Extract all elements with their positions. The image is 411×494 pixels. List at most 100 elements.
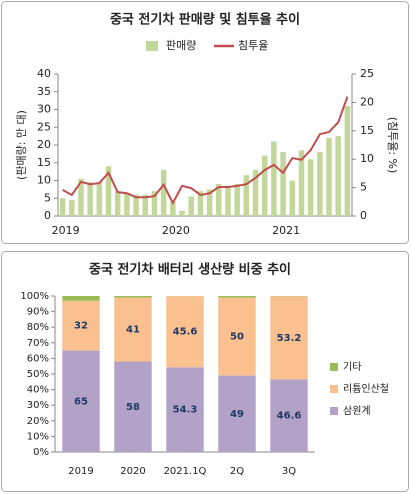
y-tick-label: 90% — [27, 307, 49, 318]
y-tick-label: 30% — [27, 400, 49, 411]
bar — [307, 159, 314, 216]
legend-swatch — [330, 385, 338, 393]
data-label: 49 — [230, 409, 244, 420]
x-tick-label: 2020 — [162, 224, 190, 237]
y-tick-label: 80% — [27, 322, 49, 333]
y2-tick-label: 10 — [360, 152, 374, 165]
chart-panel: 중국 전기차 판매량 및 침투율 추이 0 5 10 15 20 25 30 35 40 0 5 10 1… — [1, 1, 409, 244]
bar — [298, 150, 305, 216]
legend-label: 리튬인산철 — [343, 383, 389, 395]
y-tick-label: 70% — [27, 338, 49, 349]
data-label: 41 — [126, 325, 140, 336]
bar — [326, 137, 332, 216]
legend-swatch — [330, 407, 338, 415]
x-tick-label: 2021.1Q — [164, 466, 207, 477]
y2-tick-label: 0 — [360, 209, 367, 222]
bar — [78, 178, 84, 216]
y2-tick-label: 5 — [360, 181, 367, 194]
bar-segment — [218, 375, 256, 452]
bar — [252, 169, 259, 216]
y2-tick-label: 25 — [360, 67, 374, 80]
y-tick-label: 50% — [27, 369, 49, 380]
data-label: 54.3 — [173, 405, 198, 416]
data-label: 32 — [74, 321, 88, 332]
bar — [151, 191, 158, 216]
y-tick-label: 20 — [37, 138, 51, 151]
bar — [96, 182, 103, 216]
bar-segment — [62, 350, 100, 452]
bar — [225, 185, 231, 216]
bar — [114, 191, 121, 216]
bar-segment — [218, 296, 256, 298]
bar-segment — [270, 296, 308, 380]
y-tick-label: 10 — [37, 174, 51, 187]
data-label: 58 — [126, 402, 140, 413]
y-tick-label: 20% — [27, 416, 49, 427]
y-tick-label: 40 — [37, 67, 51, 80]
bar-segment — [114, 297, 152, 362]
bar — [170, 201, 176, 216]
x-tick-label: 2020 — [120, 466, 145, 477]
chart-title: 중국 전기차 판매량 및 침투율 추이 — [110, 12, 300, 28]
legend-label: 삼원계 — [343, 405, 371, 417]
legend-label: 침투율 — [238, 39, 268, 52]
bar-segment — [62, 300, 100, 351]
legend-label: 판매량 — [166, 39, 196, 52]
bar-segment — [114, 361, 152, 452]
y-tick-label: 35 — [37, 85, 51, 98]
data-label: 53.2 — [277, 333, 302, 344]
chart-panel: 중국 전기차 배터리 생산량 비중 추이 0% 10% 20% 30% 40% 50% 60%… — [1, 251, 409, 492]
y-tick-label: 60% — [27, 353, 49, 364]
x-tick-label: 2019 — [52, 224, 80, 237]
line — [62, 96, 349, 206]
bar-segment — [218, 297, 256, 376]
bar — [142, 194, 149, 216]
bar — [59, 198, 66, 216]
bar — [69, 200, 75, 216]
bar-segment — [270, 379, 308, 452]
bar — [344, 105, 351, 216]
bar — [335, 136, 341, 216]
data-label: 65 — [74, 396, 88, 407]
legend-swatch — [330, 363, 338, 371]
bar-segment — [114, 296, 152, 298]
y-tick-label: 5 — [44, 191, 51, 204]
x-tick-label: 2019 — [68, 466, 93, 477]
bar-segment — [166, 296, 204, 368]
bar-segment — [62, 296, 100, 301]
y-tick-label: 30 — [37, 103, 51, 116]
panel-border — [1, 1, 409, 244]
bar — [261, 155, 268, 216]
bar — [133, 194, 139, 216]
bar — [234, 184, 240, 216]
data-label: 50 — [230, 332, 244, 343]
bar — [179, 210, 185, 216]
bar — [289, 180, 296, 216]
bar — [243, 175, 250, 216]
data-label: 46.6 — [277, 411, 302, 422]
y-tick-label: 0 — [44, 209, 51, 222]
y-tick-label: 25 — [37, 120, 51, 133]
bar — [197, 191, 204, 216]
y-axis-title: (판매량: 만 대) — [15, 110, 28, 180]
legend-label: 기타 — [343, 361, 361, 373]
data-label: 45.6 — [173, 327, 198, 338]
y2-axis-title: (침투율: %) — [386, 117, 399, 174]
y-tick-label: 15 — [37, 156, 51, 169]
bar — [105, 166, 112, 216]
y-tick-label: 40% — [27, 385, 49, 396]
bar — [160, 169, 167, 216]
x-tick-label: 2021 — [272, 224, 300, 237]
y2-tick-label: 20 — [360, 95, 374, 108]
bar — [124, 192, 130, 216]
bar — [271, 141, 277, 216]
y-tick-label: 10% — [27, 431, 49, 442]
bar — [317, 152, 323, 216]
y-tick-label: 0% — [33, 447, 49, 458]
y-tick-label: 100% — [20, 291, 49, 302]
bar — [206, 189, 213, 216]
bar — [280, 152, 286, 216]
x-tick-label: 3Q — [282, 466, 296, 477]
legend-swatch — [146, 41, 158, 51]
